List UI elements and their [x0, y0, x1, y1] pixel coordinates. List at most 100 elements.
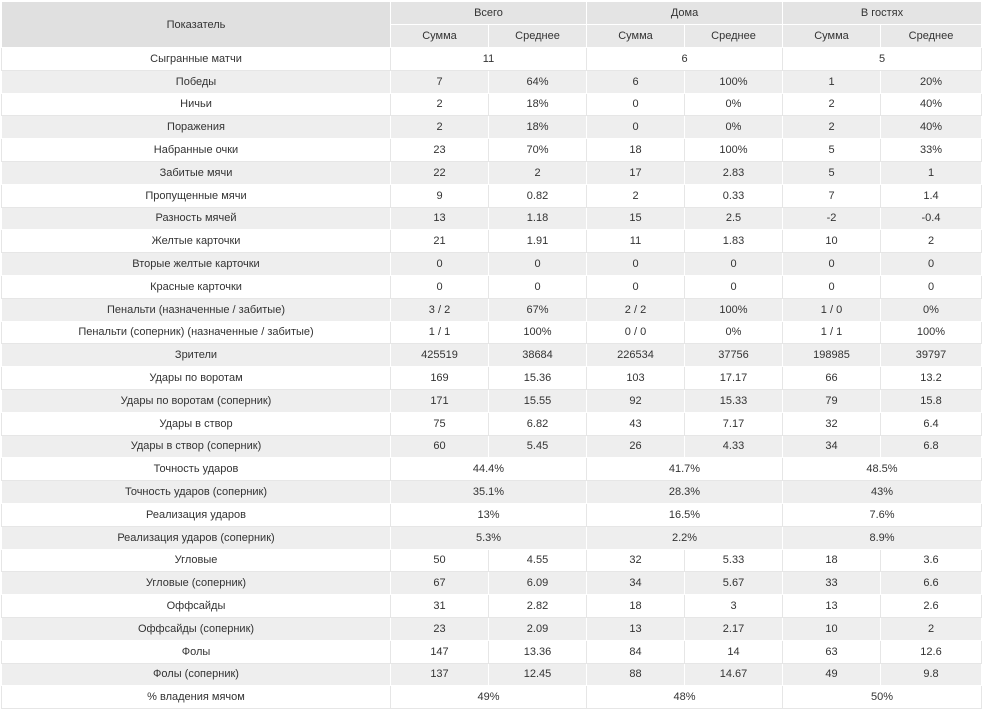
- average-cell: 14: [684, 639, 783, 664]
- average-cell: 0%: [684, 115, 783, 140]
- table-row: Угловые 50 4.55 32 5.33 18 3.6: [1, 548, 982, 573]
- sum-cell: 1: [782, 69, 881, 94]
- average-cell: 100%: [684, 138, 783, 162]
- average-cell: 15.8: [880, 388, 982, 413]
- average-cell: 2: [880, 616, 982, 641]
- table-row: Оффсайды 31 2.82 18 3 13 2.6: [1, 594, 982, 618]
- sum-cell: 50: [390, 548, 489, 573]
- merged-value-cell: 48%: [586, 685, 783, 709]
- sum-cell: 147: [390, 639, 489, 664]
- subheader-average: Среднее: [880, 24, 982, 48]
- row-label: Набранные очки: [1, 138, 391, 162]
- table-row: Пропущенные мячи 9 0.82 2 0.33 7 1.4: [1, 183, 982, 208]
- average-cell: 3.6: [880, 548, 982, 573]
- sum-cell: 3 / 2: [390, 297, 489, 322]
- table-row: Вторые желтые карточки 0 0 0 0 0 0: [1, 252, 982, 276]
- average-cell: 39797: [880, 343, 982, 368]
- merged-value-cell: 8.9%: [782, 525, 982, 550]
- average-cell: 4.55: [488, 548, 587, 573]
- sum-cell: 0: [390, 252, 489, 276]
- average-cell: 6.8: [880, 434, 982, 459]
- sum-cell: 66: [782, 366, 881, 390]
- average-cell: 1.18: [488, 206, 587, 231]
- average-cell: -0.4: [880, 206, 982, 231]
- sum-cell: 2: [390, 92, 489, 117]
- sum-cell: 9: [390, 183, 489, 208]
- sum-cell: 2: [586, 183, 685, 208]
- sum-cell: 1 / 0: [782, 297, 881, 322]
- row-label: Ничьи: [1, 92, 391, 117]
- sum-cell: 137: [390, 662, 489, 687]
- row-label: Зрители: [1, 343, 391, 368]
- sum-cell: 18: [586, 594, 685, 618]
- sum-cell: 22: [390, 160, 489, 185]
- sum-cell: 0: [586, 115, 685, 140]
- sum-cell: -2: [782, 206, 881, 231]
- average-cell: 0.33: [684, 183, 783, 208]
- merged-value-cell: 13%: [390, 502, 587, 527]
- average-cell: 100%: [880, 320, 982, 345]
- sum-cell: 169: [390, 366, 489, 390]
- sum-cell: 0: [390, 274, 489, 299]
- row-label: Красные карточки: [1, 274, 391, 299]
- sum-cell: 10: [782, 616, 881, 641]
- row-label: Пенальти (соперник) (назначенные / забит…: [1, 320, 391, 345]
- average-cell: 15.33: [684, 388, 783, 413]
- sum-cell: 84: [586, 639, 685, 664]
- sum-cell: 60: [390, 434, 489, 459]
- row-label: Удары по воротам (соперник): [1, 388, 391, 413]
- sum-cell: 5: [782, 160, 881, 185]
- sum-cell: 6: [586, 69, 685, 94]
- row-label: Пропущенные мячи: [1, 183, 391, 208]
- average-cell: 5.45: [488, 434, 587, 459]
- sum-cell: 13: [390, 206, 489, 231]
- average-cell: 0: [880, 252, 982, 276]
- sum-cell: 34: [586, 571, 685, 596]
- table-row: Удары в створ 75 6.82 43 7.17 32 6.4: [1, 411, 982, 436]
- table-row: Красные карточки 0 0 0 0 0 0: [1, 274, 982, 299]
- row-label: Удары в створ: [1, 411, 391, 436]
- average-cell: 6.6: [880, 571, 982, 596]
- sum-cell: 0: [782, 274, 881, 299]
- row-label: Вторые желтые карточки: [1, 252, 391, 276]
- row-label: Реализация ударов (соперник): [1, 525, 391, 550]
- sum-cell: 13: [782, 594, 881, 618]
- average-cell: 67%: [488, 297, 587, 322]
- sum-cell: 2 / 2: [586, 297, 685, 322]
- row-label: Победы: [1, 69, 391, 94]
- average-cell: 5.67: [684, 571, 783, 596]
- sum-cell: 2: [782, 115, 881, 140]
- table-row: Фолы 147 13.36 84 14 63 12.6: [1, 639, 982, 664]
- sum-cell: 26: [586, 434, 685, 459]
- sum-cell: 75: [390, 411, 489, 436]
- table-row: % владения мячом 49% 48% 50%: [1, 685, 982, 709]
- table-row: Пенальти (назначенные / забитые) 3 / 2 67%…: [1, 297, 982, 322]
- row-label: Оффсайды: [1, 594, 391, 618]
- sum-cell: 0: [586, 252, 685, 276]
- sum-cell: 5: [782, 138, 881, 162]
- stats-table-header: Показатель Всего Дома В гостях Сумма Сре…: [1, 1, 982, 48]
- average-cell: 0.82: [488, 183, 587, 208]
- average-cell: 37756: [684, 343, 783, 368]
- merged-value-cell: 7.6%: [782, 502, 982, 527]
- average-cell: 12.45: [488, 662, 587, 687]
- row-label: Фолы: [1, 639, 391, 664]
- average-cell: 3: [684, 594, 783, 618]
- merged-value-cell: 28.3%: [586, 480, 783, 504]
- sum-cell: 425519: [390, 343, 489, 368]
- average-cell: 5.33: [684, 548, 783, 573]
- average-cell: 15.55: [488, 388, 587, 413]
- average-cell: 2.17: [684, 616, 783, 641]
- average-cell: 15.36: [488, 366, 587, 390]
- sum-cell: 32: [586, 548, 685, 573]
- sum-cell: 7: [782, 183, 881, 208]
- sum-cell: 67: [390, 571, 489, 596]
- average-cell: 1.91: [488, 229, 587, 254]
- sum-cell: 10: [782, 229, 881, 254]
- average-cell: 20%: [880, 69, 982, 94]
- sum-cell: 226534: [586, 343, 685, 368]
- row-label: Точность ударов (соперник): [1, 480, 391, 504]
- row-label: % владения мячом: [1, 685, 391, 709]
- average-cell: 100%: [488, 320, 587, 345]
